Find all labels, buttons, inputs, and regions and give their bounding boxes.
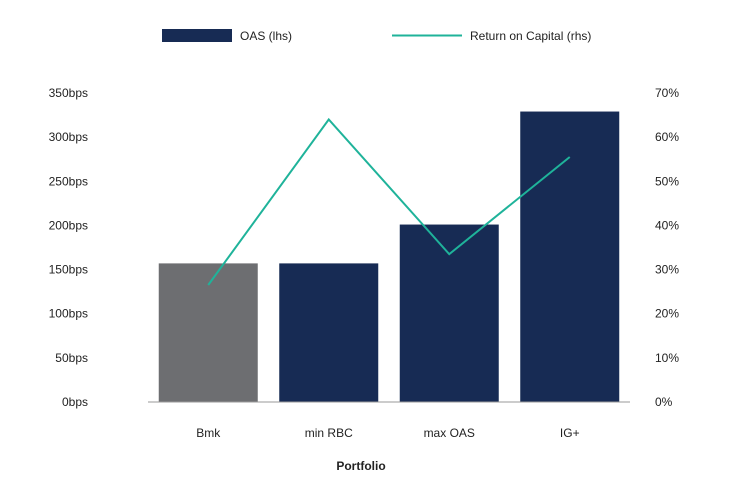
right-axis: 0% 10% 20% 30% 40% 50% 60% 70% bbox=[655, 86, 679, 409]
y-left-tick-label: 0bps bbox=[62, 395, 88, 409]
x-tick-label: min RBC bbox=[305, 426, 353, 440]
y-right-tick-label: 0% bbox=[655, 395, 673, 409]
legend: OAS (lhs) Return on Capital (rhs) bbox=[162, 29, 591, 43]
y-right-tick-label: 40% bbox=[655, 218, 679, 232]
y-right-tick-label: 20% bbox=[655, 307, 679, 321]
x-axis-title: Portfolio bbox=[336, 459, 385, 473]
x-tick-label: Bmk bbox=[196, 426, 221, 440]
legend-label-return-on-capital: Return on Capital (rhs) bbox=[470, 29, 591, 43]
y-left-tick-label: 100bps bbox=[49, 307, 88, 321]
bar-min-rbc bbox=[279, 263, 379, 402]
x-tick-label: IG+ bbox=[560, 426, 580, 440]
y-left-tick-label: 350bps bbox=[49, 86, 88, 100]
bar-max-oas bbox=[399, 224, 499, 402]
bar-bmk bbox=[158, 263, 258, 402]
y-left-tick-label: 50bps bbox=[55, 351, 88, 365]
line-series bbox=[207, 117, 571, 286]
y-right-tick-label: 60% bbox=[655, 130, 679, 144]
bar-series bbox=[158, 111, 620, 402]
legend-swatch-oas bbox=[162, 29, 232, 42]
x-axis: Bmk min RBC max OAS IG+ bbox=[196, 426, 579, 440]
y-left-tick-label: 150bps bbox=[49, 263, 88, 277]
y-right-tick-label: 70% bbox=[655, 86, 679, 100]
left-axis: 0bps 50bps 100bps 150bps 200bps 250bps 300bps 3… bbox=[49, 86, 88, 409]
x-tick-label: max OAS bbox=[424, 426, 475, 440]
y-right-tick-label: 50% bbox=[655, 174, 679, 188]
y-left-tick-label: 300bps bbox=[49, 130, 88, 144]
legend-label-oas: OAS (lhs) bbox=[240, 29, 292, 43]
return-on-capital-line bbox=[207, 117, 571, 286]
y-right-tick-label: 10% bbox=[655, 351, 679, 365]
y-left-tick-label: 200bps bbox=[49, 218, 88, 232]
y-left-tick-label: 250bps bbox=[49, 174, 88, 188]
y-right-tick-label: 30% bbox=[655, 263, 679, 277]
bar-ig- bbox=[520, 111, 620, 402]
